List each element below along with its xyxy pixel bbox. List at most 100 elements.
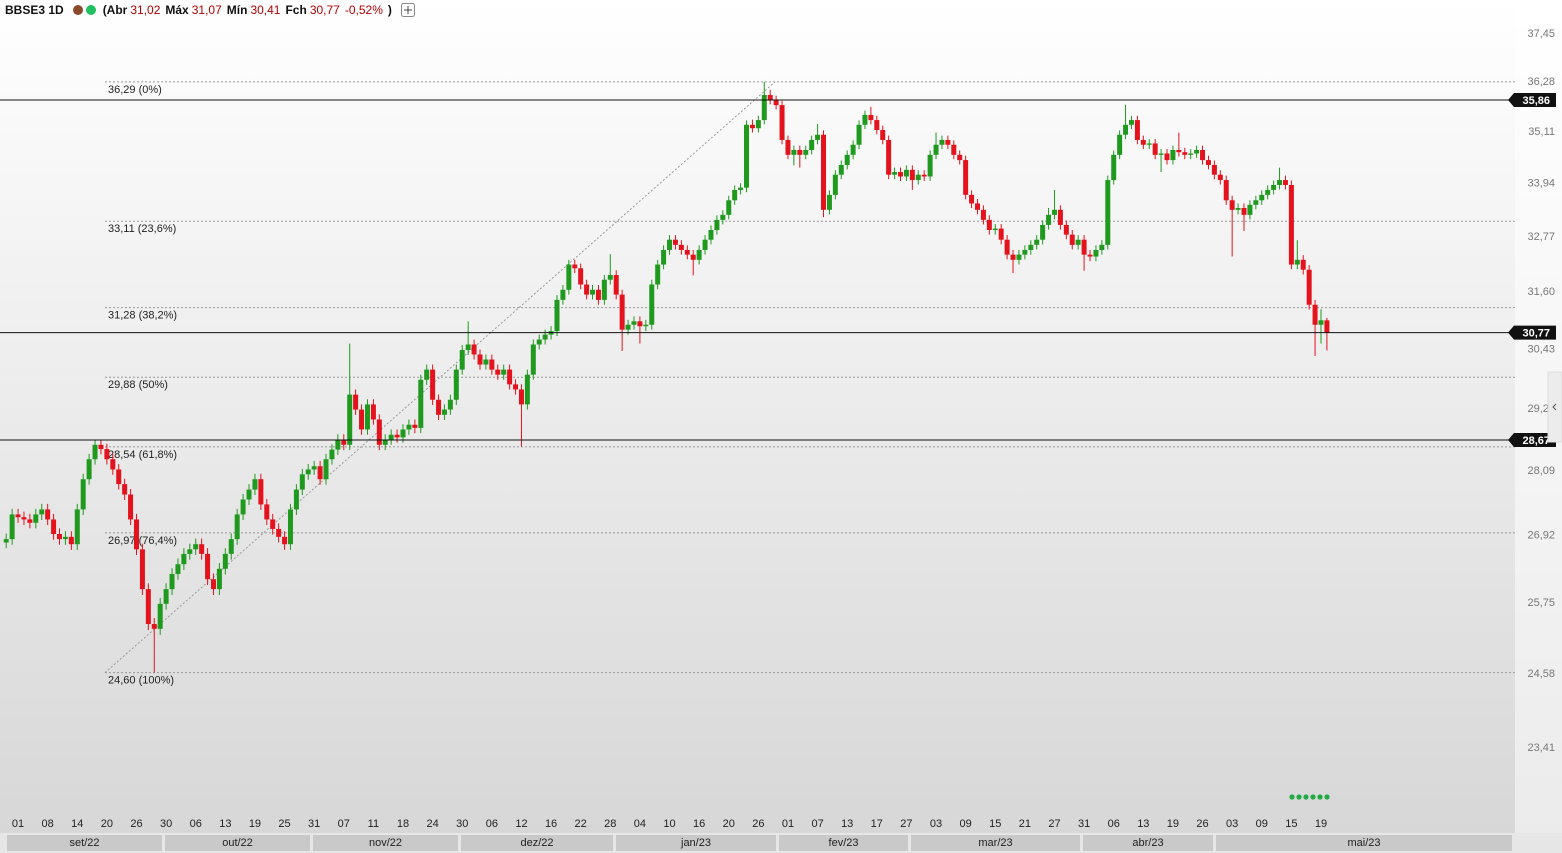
status-dot	[1324, 794, 1330, 800]
candle-body	[1057, 209, 1063, 225]
x-tick-label: 19	[249, 818, 261, 830]
candle-body	[667, 239, 673, 250]
candle-body	[578, 268, 584, 285]
candle-body	[696, 249, 702, 260]
candle-body	[400, 429, 406, 438]
candle-body	[892, 172, 898, 175]
fib-label: 28,54 (61,8%)	[108, 449, 177, 461]
month-label: mar/23	[978, 837, 1012, 849]
candle-body	[720, 214, 726, 220]
candle-body	[133, 519, 139, 550]
candle-body	[329, 449, 335, 460]
month-band	[779, 835, 908, 851]
candle-body	[412, 424, 418, 428]
candle-body	[210, 579, 216, 590]
candle-body	[921, 174, 927, 177]
candle-body	[441, 409, 447, 415]
candle-body	[738, 187, 744, 190]
field-value: 31,02	[130, 3, 161, 17]
status-dot	[1289, 794, 1295, 800]
candle-body	[3, 539, 9, 543]
candle-body	[1063, 224, 1069, 235]
candle-body	[1288, 184, 1294, 265]
candle-body	[1075, 239, 1081, 245]
candle-body	[45, 509, 51, 520]
candle-body	[957, 154, 963, 161]
candle-body	[595, 289, 601, 300]
add-button[interactable]	[400, 3, 415, 17]
candle-body	[471, 344, 477, 355]
fib-label: 33,11 (23,6%)	[108, 223, 176, 235]
candle-body	[1282, 180, 1288, 185]
candle-body	[151, 624, 157, 629]
candle-body	[394, 434, 400, 438]
candle-body	[335, 439, 341, 450]
x-tick-label: 10	[663, 818, 675, 830]
candle-body	[1247, 204, 1253, 215]
candle-body	[1099, 244, 1105, 250]
candle-body	[122, 484, 128, 495]
candle-body	[187, 549, 193, 554]
x-tick-label: 06	[190, 818, 202, 830]
candle-body	[619, 294, 625, 330]
month-label: mai/23	[1347, 837, 1380, 849]
status-icon[interactable]	[85, 5, 96, 15]
candle-body	[513, 384, 519, 390]
candle-body	[74, 509, 80, 545]
candle-body	[649, 284, 655, 325]
candle-body	[382, 439, 388, 445]
candle-body	[222, 553, 228, 569]
status-icon[interactable]	[72, 5, 83, 15]
status-dot	[1303, 794, 1309, 800]
candle-body	[584, 284, 590, 295]
candle-body	[1205, 160, 1211, 165]
candle-body	[92, 444, 98, 460]
month-band	[7, 835, 162, 851]
candle-body	[607, 274, 613, 280]
candle-body	[1123, 124, 1129, 135]
price-badge-label: 35,86	[1522, 95, 1550, 107]
candle-body	[1211, 164, 1217, 175]
side-handle	[1547, 371, 1562, 443]
candle-body	[1312, 304, 1318, 325]
candle-body	[714, 219, 720, 230]
candle-body	[240, 499, 246, 515]
x-tick-label: 01	[782, 818, 794, 830]
candle-body	[86, 459, 92, 480]
candle-body	[169, 574, 175, 590]
candle-body	[1200, 149, 1206, 161]
candle-body	[844, 154, 850, 165]
x-tick-label: 16	[545, 818, 557, 830]
candle-body	[980, 209, 986, 220]
candle-body	[560, 289, 566, 300]
candle-body	[80, 479, 86, 510]
candle-body	[1051, 209, 1057, 215]
candle-body	[181, 553, 187, 565]
candle-body	[601, 279, 607, 300]
candle-body	[779, 105, 785, 140]
candle-body	[815, 134, 821, 140]
candle-body	[1117, 134, 1123, 155]
month-band	[911, 835, 1080, 851]
status-dot	[1310, 794, 1316, 800]
month-band	[313, 835, 458, 851]
candle-body	[501, 369, 507, 375]
candle-body	[1294, 259, 1300, 265]
candle-body	[1134, 120, 1140, 140]
candle-body	[1158, 153, 1164, 155]
candle-body	[483, 359, 489, 365]
x-tick-label: 01	[12, 818, 24, 830]
candle-body	[773, 100, 779, 106]
candle-body	[116, 469, 122, 485]
candle-body	[1152, 143, 1158, 155]
x-tick-label: 09	[1256, 818, 1268, 830]
candle-body	[246, 489, 252, 500]
candle-body	[1259, 194, 1265, 201]
field-value: 30,77	[309, 3, 340, 17]
status-dot	[1296, 794, 1302, 800]
candle-body	[305, 469, 311, 475]
candle-body	[347, 394, 353, 445]
y-tick-label: 33,94	[1527, 178, 1555, 190]
candle-body	[518, 389, 524, 405]
